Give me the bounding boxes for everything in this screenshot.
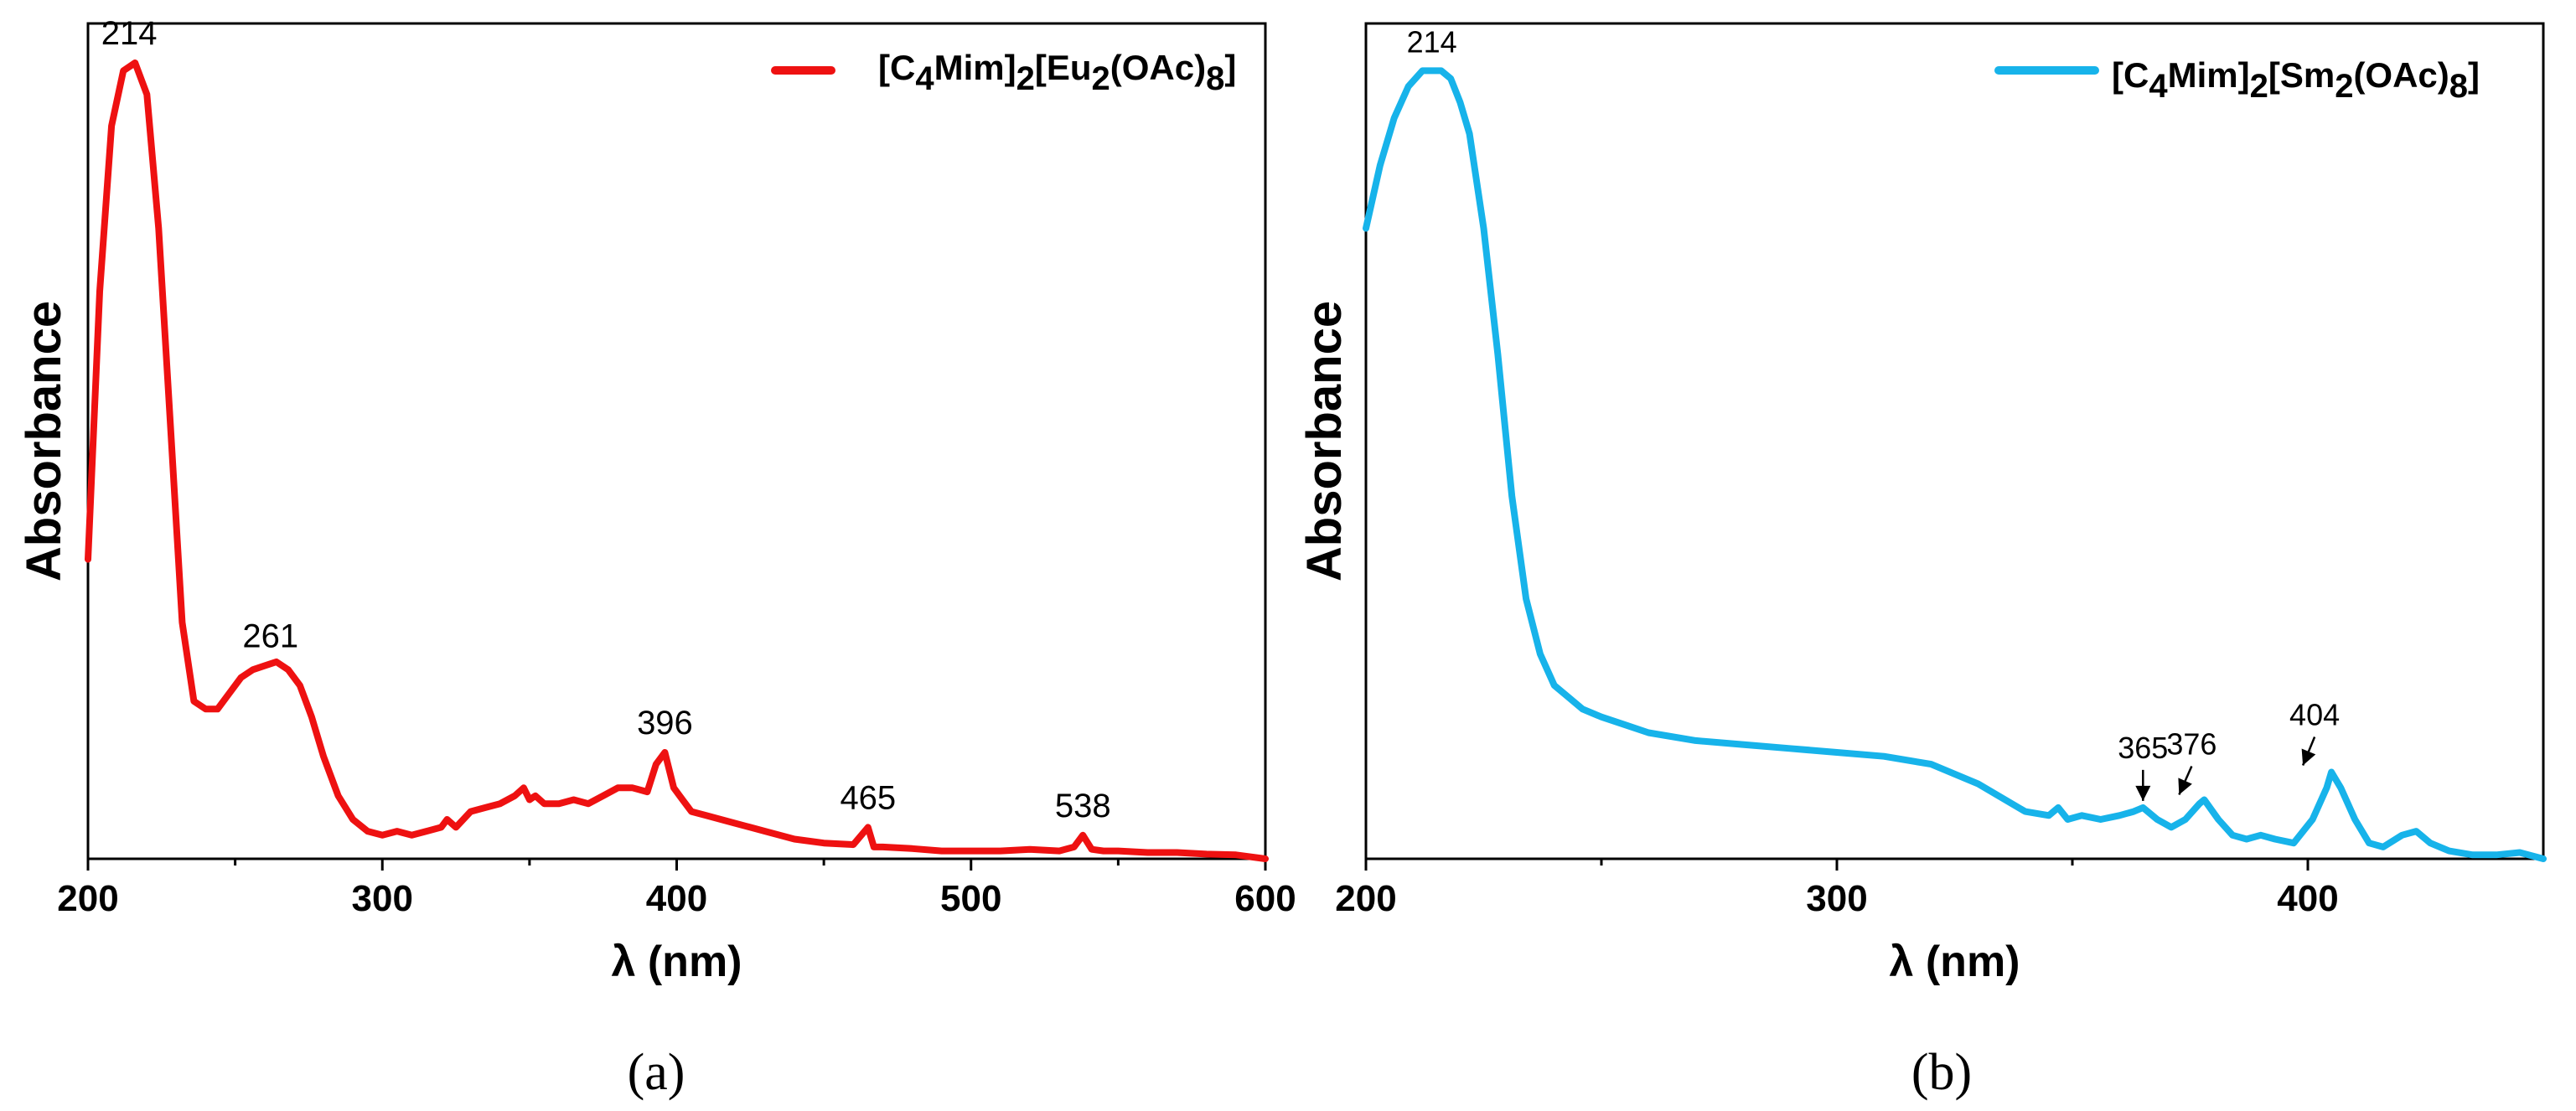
x-tick-label-b: 300 (1806, 878, 1867, 919)
x-axis-label-b: λ (nm) (1890, 938, 2020, 986)
legend-label-a: [C4Mim]2[Eu2(OAc)8] (878, 48, 1236, 97)
peak-label-a: 261 (242, 618, 298, 655)
peak-label-a: 465 (840, 779, 896, 816)
series-line-a (85, 59, 1269, 862)
peak-label-b: 214 (1407, 24, 1457, 59)
x-tick-label-a: 300 (352, 878, 413, 919)
panel-caption-a: (a) (628, 1044, 685, 1101)
x-tick-label-b: 400 (2277, 878, 2338, 919)
peak-arrowhead-b (2135, 785, 2151, 801)
peak-label-a: 396 (637, 705, 693, 742)
peak-label-a: 538 (1055, 788, 1111, 824)
x-tick-label-b: 200 (1335, 878, 1396, 919)
peak-label-b: 365 (2118, 731, 2168, 765)
x-axis-label-a: λ (nm) (612, 938, 742, 986)
y-axis-label-a: Absorbance (17, 301, 71, 581)
panel-caption-b: (b) (1911, 1044, 1972, 1101)
y-axis-label-b: Absorbance (1297, 301, 1352, 581)
series-line-b (1363, 67, 2547, 862)
x-tick-label-a: 500 (940, 878, 1001, 919)
peak-label-a: 214 (101, 15, 158, 52)
plot-frame-b (1364, 22, 2545, 860)
x-tick-label-a: 400 (646, 878, 707, 919)
peak-arrowhead-b (2178, 778, 2192, 795)
peak-label-b: 404 (2289, 698, 2340, 732)
peak-label-b: 376 (2166, 726, 2216, 761)
x-tick-label-a: 200 (57, 878, 118, 919)
x-tick-label-a: 600 (1234, 878, 1296, 919)
legend-label-b: [C4Mim]2[Sm2(OAc)8] (2112, 55, 2480, 105)
peak-arrowhead-b (2301, 748, 2316, 766)
